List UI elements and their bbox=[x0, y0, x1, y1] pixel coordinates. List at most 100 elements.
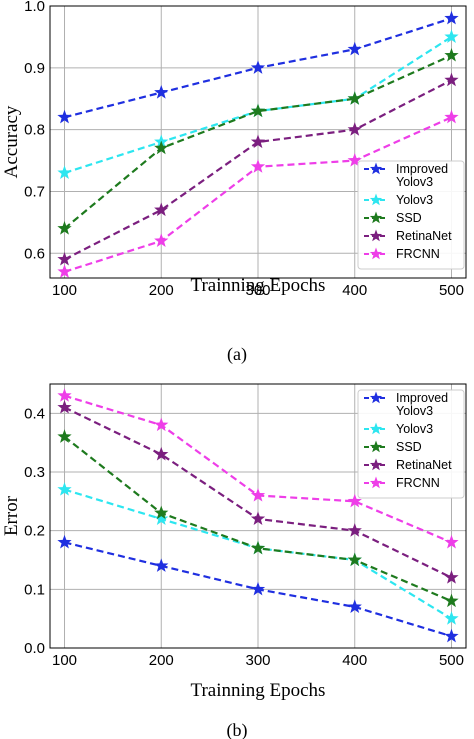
data-point bbox=[347, 153, 362, 167]
legend-item: Improved Yolov3 bbox=[364, 162, 448, 189]
data-point bbox=[250, 581, 266, 596]
data-point bbox=[347, 122, 362, 136]
data-point bbox=[154, 233, 169, 247]
data-point bbox=[444, 593, 459, 608]
x-tick-label: 100 bbox=[52, 652, 77, 669]
data-point bbox=[57, 264, 72, 278]
figure-caption: (b) bbox=[227, 720, 248, 739]
x-axis-label: Trainning Epochs bbox=[191, 680, 326, 701]
legend-label: Improved Yolov3 bbox=[396, 391, 448, 418]
legend-label: Yolov3 bbox=[396, 193, 433, 207]
x-tick-label: 300 bbox=[245, 652, 270, 669]
series-frcnn bbox=[57, 388, 459, 549]
data-point bbox=[57, 429, 72, 443]
legend-item: RetinaNet bbox=[364, 458, 452, 472]
data-point bbox=[347, 552, 362, 567]
legend-marker bbox=[369, 211, 383, 224]
data-point bbox=[250, 103, 266, 118]
legend-item: RetinaNet bbox=[364, 229, 452, 243]
data-point bbox=[57, 221, 72, 235]
legend-box bbox=[357, 160, 465, 270]
x-tick-label: 400 bbox=[342, 652, 367, 669]
data-point bbox=[154, 446, 169, 461]
legend-marker bbox=[369, 476, 383, 489]
data-point bbox=[57, 109, 72, 124]
legend-box bbox=[357, 389, 465, 499]
x-tick-label: 200 bbox=[149, 652, 174, 669]
x-tick-label: 300 bbox=[245, 282, 270, 299]
y-tick-label: 1.0 bbox=[24, 0, 45, 15]
y-tick-label: 0.2 bbox=[24, 523, 45, 540]
series-line bbox=[63, 54, 452, 230]
data-point bbox=[347, 41, 362, 56]
legend-label: SSD bbox=[396, 440, 422, 454]
data-point bbox=[444, 611, 459, 625]
legend-marker bbox=[369, 391, 383, 404]
legend-marker bbox=[369, 440, 383, 453]
legend-label: SSD bbox=[396, 211, 422, 225]
y-tick-label: 0.0 bbox=[24, 640, 45, 657]
data-point bbox=[250, 511, 266, 525]
plot-frame bbox=[49, 383, 467, 649]
data-point bbox=[250, 60, 266, 74]
legend: Improved Yolov3 Yolov3 SSD RetinaNet FRCNN bbox=[357, 160, 465, 270]
legend-item: Yolov3 bbox=[364, 422, 433, 436]
y-axis-label: Error bbox=[1, 495, 22, 536]
data-point bbox=[154, 505, 169, 520]
data-point bbox=[57, 165, 72, 179]
data-point bbox=[250, 159, 266, 173]
data-point bbox=[154, 140, 169, 155]
data-point bbox=[154, 417, 169, 432]
series-improved-yolov3 bbox=[57, 534, 459, 643]
data-point bbox=[347, 493, 362, 508]
data-point bbox=[57, 399, 72, 414]
y-tick-label: 0.7 bbox=[24, 183, 45, 200]
series-ssd bbox=[57, 429, 459, 608]
legend-item: FRCNN bbox=[364, 476, 440, 490]
data-point bbox=[250, 540, 266, 555]
data-point bbox=[444, 10, 459, 25]
y-tick-label: 0.8 bbox=[24, 122, 45, 139]
legend-label: Improved Yolov3 bbox=[396, 162, 448, 189]
legend-marker bbox=[369, 162, 383, 175]
series-ssd bbox=[57, 47, 459, 235]
data-point bbox=[347, 91, 362, 105]
data-point bbox=[444, 47, 459, 62]
legend-marker bbox=[369, 422, 383, 435]
y-tick-label: 0.6 bbox=[24, 245, 45, 262]
data-point bbox=[57, 534, 72, 549]
legend-marker bbox=[369, 193, 383, 206]
data-point bbox=[250, 487, 266, 502]
legend-marker bbox=[369, 229, 383, 242]
legend-marker bbox=[369, 458, 383, 471]
y-tick-label: 0.3 bbox=[24, 464, 45, 481]
x-tick-label: 400 bbox=[342, 282, 367, 299]
data-point bbox=[444, 109, 459, 124]
y-axis-label: Accuracy bbox=[1, 105, 22, 178]
legend-label: FRCNN bbox=[396, 476, 440, 490]
legend-item: Improved Yolov3 bbox=[364, 391, 448, 418]
data-point bbox=[57, 251, 72, 266]
y-tick-label: 0.1 bbox=[24, 581, 45, 598]
data-point bbox=[444, 534, 459, 549]
data-point bbox=[154, 202, 169, 217]
legend-label: Yolov3 bbox=[396, 422, 433, 436]
plot-frame bbox=[49, 5, 467, 279]
series-improved-yolov3 bbox=[57, 10, 459, 124]
data-point bbox=[347, 523, 362, 537]
x-tick-label: 500 bbox=[439, 652, 464, 669]
series-retinanet bbox=[57, 399, 459, 584]
x-tick-label: 100 bbox=[52, 282, 77, 299]
y-tick-label: 0.9 bbox=[24, 60, 45, 77]
x-tick-label: 200 bbox=[149, 282, 174, 299]
legend-item: FRCNN bbox=[364, 247, 440, 261]
x-tick-label: 500 bbox=[439, 282, 464, 299]
series-retinanet bbox=[57, 72, 459, 266]
x-axis-label: Trainning Epochs bbox=[191, 275, 326, 296]
legend-marker bbox=[369, 247, 383, 260]
figure-caption: (a) bbox=[227, 344, 247, 365]
legend-item: SSD bbox=[364, 211, 422, 225]
data-point bbox=[444, 570, 459, 584]
data-point bbox=[154, 511, 169, 525]
data-point bbox=[444, 29, 459, 43]
